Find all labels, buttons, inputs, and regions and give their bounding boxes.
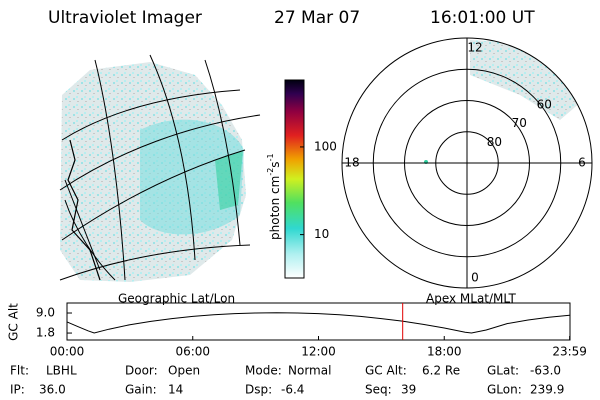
plot-frame (66, 302, 571, 341)
mlt-label: 6 (578, 156, 586, 170)
ring-label: 60 (537, 97, 552, 111)
field-label: IP: (10, 383, 25, 397)
date: 27 Mar 07 (274, 8, 360, 28)
mlt-label: 0 (471, 271, 479, 285)
x-tick-label: 06:00 (175, 345, 210, 359)
mlt-label: 12 (467, 41, 482, 55)
x-tick-label: 00:00 (50, 345, 85, 359)
altitude-line (66, 312, 570, 334)
field-label: GC Alt: (365, 364, 407, 378)
polar-label: Apex MLat/MLT (426, 292, 516, 306)
time: 16:01:00 UT (430, 8, 535, 28)
tick-label: 10 (314, 227, 329, 241)
field-label: Dsp: (245, 383, 272, 397)
colorbar (284, 79, 305, 279)
field-label: Seq: (365, 383, 392, 397)
colorbar-label: photon cm-2s-1 (266, 153, 282, 240)
title: Ultraviolet Imager (48, 8, 202, 28)
mlt-label: 18 (344, 156, 359, 170)
field-value: LBHL (46, 364, 77, 378)
field-value: Normal (288, 364, 331, 378)
superscript: -1 (266, 153, 275, 161)
map-label: Geographic Lat/Lon (118, 292, 235, 306)
field-value: 36.0 (39, 383, 66, 397)
label-part: s (268, 161, 282, 167)
field-value: 239.9 (530, 383, 564, 397)
field-label: Flt: (10, 364, 29, 378)
tick-label: 100 (314, 139, 337, 153)
field-value: 14 (168, 383, 183, 397)
map-image (59, 54, 261, 282)
field-value: -6.4 (281, 383, 304, 397)
x-tick-label: 12:00 (301, 345, 336, 359)
field-label: Gain: (125, 383, 157, 397)
ring-label: 80 (487, 135, 502, 149)
field-label: Door: (125, 364, 158, 378)
field-label: Mode: (245, 364, 282, 378)
ring-label: 70 (512, 116, 527, 130)
x-tick-label: 18:00 (427, 345, 462, 359)
superscript: -2 (266, 168, 275, 176)
field-label: GLon: (487, 383, 522, 397)
polar-image (424, 40, 592, 164)
y-tick-label: 9.0 (36, 306, 55, 320)
y-axis-label: GC Alt (7, 303, 21, 341)
label-part: photon cm (268, 176, 282, 240)
field-value: Open (168, 364, 200, 378)
y-tick-label: 1.8 (36, 326, 55, 340)
field-label: GLat: (487, 364, 519, 378)
field-value: 6.2 Re (422, 364, 460, 378)
field-value: -63.0 (530, 364, 561, 378)
field-value: 39 (401, 383, 416, 397)
x-tick-label: 23:59 (552, 345, 587, 359)
